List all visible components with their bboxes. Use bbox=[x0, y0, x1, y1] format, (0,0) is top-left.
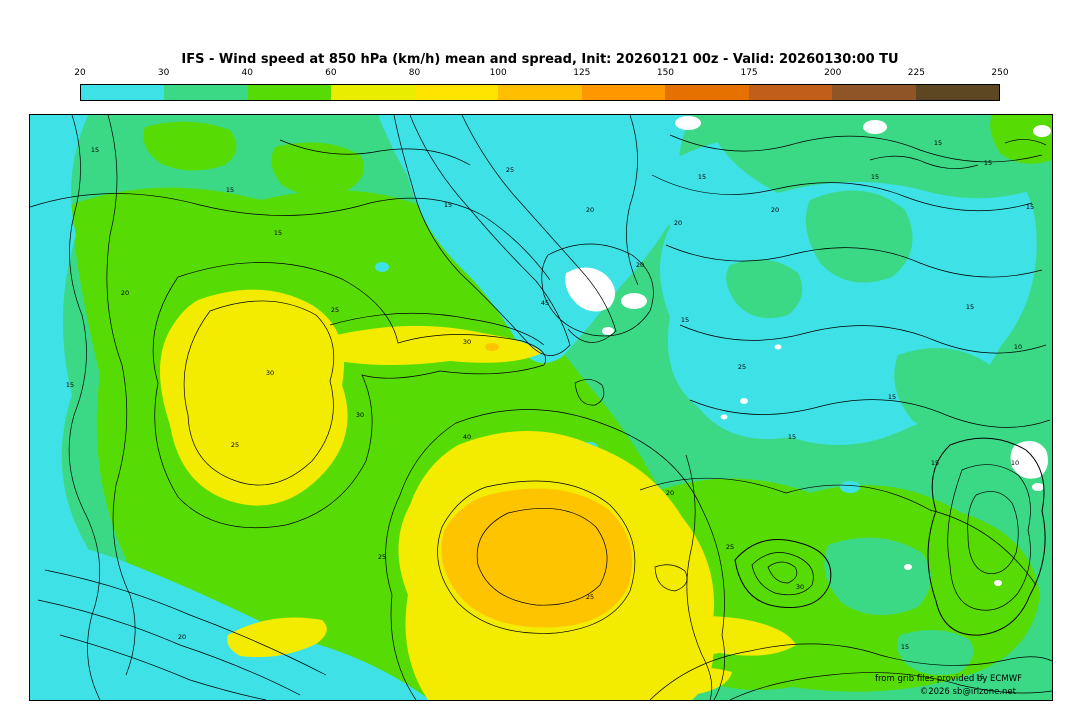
colorbar-tick: 30 bbox=[157, 68, 170, 78]
contour-line bbox=[279, 139, 471, 166]
colorbar-tick: 225 bbox=[907, 68, 925, 78]
colorbar-segment bbox=[581, 85, 666, 100]
contour-line bbox=[385, 409, 726, 700]
contour-line bbox=[44, 569, 327, 676]
contour-line-mountain bbox=[734, 539, 832, 608]
contour-line bbox=[152, 262, 546, 529]
white-regions bbox=[565, 116, 1051, 586]
colorbar-segment bbox=[164, 85, 248, 100]
white-lake bbox=[621, 293, 647, 309]
contour-line-mountain bbox=[967, 491, 1019, 574]
white-dot bbox=[740, 398, 748, 404]
colorbar-segment bbox=[665, 85, 749, 100]
contour-line bbox=[37, 599, 301, 696]
contour-line bbox=[1004, 139, 1047, 146]
contour-line bbox=[183, 300, 335, 486]
colorbar-segment bbox=[414, 85, 499, 100]
emerald-patch bbox=[726, 259, 803, 319]
contour-line bbox=[679, 324, 1047, 354]
contour-line bbox=[639, 477, 1037, 586]
contour-line bbox=[68, 115, 101, 700]
colorbar-tick: 60 bbox=[325, 68, 337, 78]
colorbar-scale bbox=[80, 84, 1000, 101]
cyan-dot bbox=[375, 262, 389, 272]
lime-topleft-patch bbox=[143, 121, 237, 171]
contour-line bbox=[729, 672, 1052, 700]
contour-line bbox=[30, 193, 551, 281]
white-patch bbox=[675, 116, 701, 130]
contour-line bbox=[665, 244, 1043, 278]
colorbar-ticks: 20 30 40 60 80 100 125 150 175 200 225 250 bbox=[74, 68, 1008, 80]
colorbar-tick: 40 bbox=[241, 68, 253, 78]
colorbar-tick: 250 bbox=[991, 68, 1009, 78]
white-lake bbox=[602, 327, 614, 335]
contour-line-mountain bbox=[927, 437, 1046, 636]
contour-line bbox=[689, 399, 1051, 428]
emerald-patch bbox=[824, 537, 932, 616]
contour-line bbox=[393, 115, 571, 356]
contour-line-mountain bbox=[947, 464, 1031, 611]
contour-line bbox=[651, 174, 1033, 212]
amber-dot bbox=[485, 343, 499, 351]
contour-line bbox=[869, 155, 979, 169]
amber-regions bbox=[441, 343, 633, 628]
contour-line-mountain bbox=[751, 552, 814, 596]
emerald-patch bbox=[894, 347, 1003, 434]
colorbar-segment bbox=[81, 85, 165, 100]
contour-line bbox=[649, 643, 1052, 700]
white-patch bbox=[1010, 441, 1048, 479]
white-patch bbox=[1032, 483, 1044, 491]
colorbar-segment bbox=[915, 85, 999, 100]
contour-line bbox=[106, 115, 136, 676]
contour-line bbox=[437, 480, 636, 634]
colorbar-tick: 125 bbox=[573, 68, 591, 78]
cyan-dot bbox=[840, 481, 860, 493]
colorbar-tick: 100 bbox=[489, 68, 507, 78]
colorbar-segment bbox=[832, 85, 916, 100]
contour-line bbox=[669, 134, 1043, 163]
lime-topleft-patch2 bbox=[271, 142, 364, 196]
spread-contour-lines bbox=[30, 115, 1052, 700]
emerald-patch bbox=[805, 190, 913, 283]
yellow-left-region bbox=[160, 289, 348, 506]
colorbar-tick: 150 bbox=[656, 68, 675, 78]
yellow-bottom-patch bbox=[648, 667, 732, 696]
yellow-crescent bbox=[626, 616, 796, 657]
colorbar-segment bbox=[331, 85, 415, 100]
white-patch bbox=[1033, 125, 1051, 137]
cyan-topcenter-region bbox=[378, 115, 692, 364]
colorbar-tick: 175 bbox=[740, 68, 758, 78]
attribution-copyright: ©2026 sb@irizone.net bbox=[919, 687, 1016, 697]
amber-core-region bbox=[441, 488, 633, 628]
colorbar-tick: 20 bbox=[74, 68, 86, 78]
contour-line-mountain bbox=[767, 561, 798, 584]
attribution-ecmwf: from grib files provided by ECMWF bbox=[875, 674, 1022, 684]
contour-line bbox=[461, 115, 617, 343]
colorbar-tick: 80 bbox=[408, 68, 421, 78]
contour-line bbox=[654, 564, 688, 592]
white-dot bbox=[904, 564, 912, 570]
cyan-bottomleft-region bbox=[30, 535, 430, 700]
contour-line bbox=[574, 379, 605, 406]
white-dot bbox=[994, 580, 1002, 586]
white-patch bbox=[863, 120, 887, 134]
colorbar-segment bbox=[498, 85, 582, 100]
map-title: IFS - Wind speed at 850 hPa (km/h) mean … bbox=[181, 52, 899, 67]
contour-line bbox=[329, 312, 545, 346]
contour-line bbox=[59, 634, 267, 700]
colorbar-tick: 200 bbox=[824, 68, 842, 78]
emerald-patch bbox=[896, 630, 974, 676]
colorbar-segment bbox=[247, 85, 332, 100]
contour-line bbox=[626, 115, 639, 286]
map-region: 15 15 15 20 15 25 30 25 30 30 40 45 20 25 15 20 20 15 20 15… bbox=[29, 114, 1053, 701]
contour-line bbox=[685, 454, 713, 700]
wind-speed-map bbox=[30, 115, 1052, 700]
contour-line bbox=[476, 508, 608, 606]
yellow-streak bbox=[227, 617, 327, 658]
colorbar-segment bbox=[748, 85, 833, 100]
white-dot bbox=[774, 344, 782, 350]
white-dot bbox=[720, 414, 728, 420]
contour-line bbox=[541, 243, 654, 337]
